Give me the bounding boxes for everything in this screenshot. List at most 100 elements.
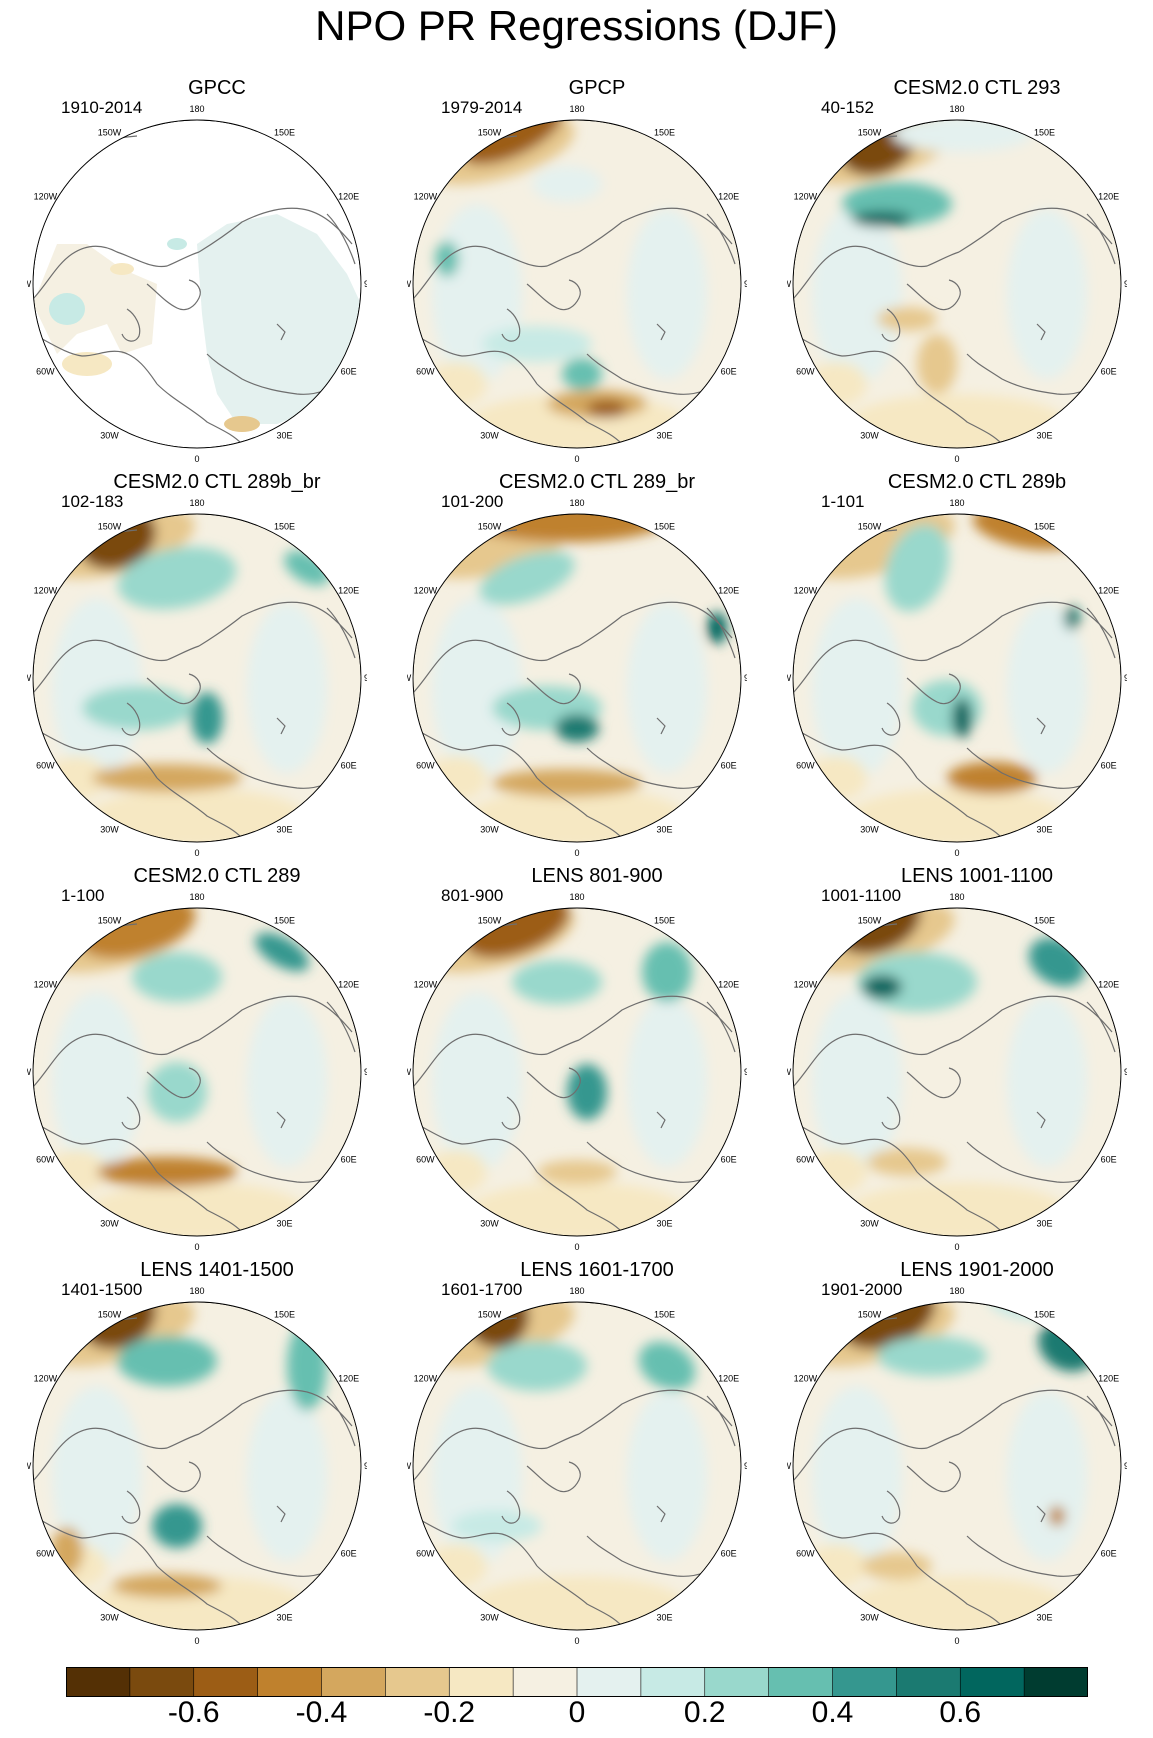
coastline (881, 308, 901, 342)
coastline (146, 673, 201, 705)
shading (62, 352, 112, 376)
shading (467, 1576, 687, 1630)
longitude-label: 180 (569, 892, 584, 902)
longitude-label: 30W (100, 431, 119, 441)
colorbar-label: 0.2 (683, 1696, 726, 1729)
longitude-label: 120W (34, 586, 58, 596)
coastline (526, 1461, 581, 1493)
shading (812, 204, 902, 384)
polar-map: 180 150E 120E 90E 60E 30E 0 30W 60W 90W 120W 150W (787, 498, 1127, 858)
shading (862, 1552, 932, 1580)
coastline (156, 383, 253, 448)
longitude-label: 120E (1098, 586, 1119, 596)
map-border (412, 1301, 742, 1631)
coastline (578, 1389, 733, 1435)
longitude-label: 90W (787, 1461, 792, 1471)
panel-title: GPCC (188, 77, 246, 99)
longitude-label: 60E (721, 367, 737, 377)
polar-map: 180 150E 120E 90E 60E 30E 0 30W 60W 90W 120W 150W (27, 1286, 367, 1646)
longitude-label: 60W (36, 761, 55, 771)
coastline (326, 213, 356, 265)
longitude-label: 150W (858, 915, 882, 925)
panel-title: CESM2.0 CTL 289_br (498, 471, 695, 493)
coastline (656, 1505, 666, 1523)
longitude-label: 30E (276, 825, 292, 835)
coastline (198, 207, 353, 253)
longitude-label: 180 (569, 104, 584, 114)
longitude-label: 90E (364, 279, 367, 289)
longitude-label: 0 (574, 1636, 579, 1646)
shading (52, 598, 142, 778)
longitude-label: 0 (954, 454, 959, 464)
shading (467, 1182, 687, 1236)
shading (467, 514, 667, 542)
coastline (276, 323, 286, 341)
shading (92, 764, 242, 792)
shading (627, 1391, 707, 1561)
shading (562, 358, 602, 390)
longitude-label: 90W (407, 279, 412, 289)
coastline (33, 727, 158, 779)
longitude-label: 60E (341, 367, 357, 377)
coastline (536, 383, 633, 448)
map-panel: LENS 1601-1700 180 150E 120E 90E 60E 30E 0 30W 60… (407, 1258, 787, 1648)
shading (512, 960, 602, 1004)
colorbar-swatch (129, 1667, 195, 1697)
longitude-label: 150W (478, 521, 502, 531)
shading (862, 975, 902, 999)
panel-title: CESM2.0 CTL 289b_br (113, 471, 321, 493)
colorbar-swatch (768, 1667, 834, 1697)
coastline (706, 607, 736, 659)
longitude-label: 90W (787, 673, 792, 683)
longitude-label: 120W (34, 1374, 58, 1384)
coastline (156, 1171, 253, 1236)
shading (847, 394, 1067, 448)
shading (947, 762, 1037, 794)
longitude-label: 90E (744, 1067, 747, 1077)
shading (537, 1160, 617, 1184)
longitude-label: 120W (414, 980, 438, 990)
polar-map: 180 150E 120E 90E 60E 30E 0 30W 60W 90W 120W 150W (407, 892, 747, 1252)
longitude-label: 150E (654, 1309, 675, 1319)
coastline (656, 323, 666, 341)
shading (847, 1576, 1067, 1630)
longitude-label: 120E (338, 980, 359, 990)
panel-title: LENS 1401-1500 (140, 1259, 294, 1281)
colorbar-swatch (193, 1667, 259, 1697)
panel-title: GPCP (568, 77, 626, 99)
longitude-label: 150W (98, 127, 122, 137)
longitude-label: 60E (341, 761, 357, 771)
longitude-label: 90E (744, 673, 747, 683)
longitude-label: 30E (656, 825, 672, 835)
longitude-label: 150W (478, 1309, 502, 1319)
polar-map: 180 150E 120E 90E 60E 30E 0 30W 60W 90W 120W 150W (407, 104, 747, 464)
longitude-label: 30W (100, 825, 119, 835)
map-panel: CESM2.0 CTL 293 180 150E 120E 90E 60E 30E 0 30W 6… (787, 76, 1153, 466)
longitude-label: 90W (27, 279, 32, 289)
longitude-label: 0 (194, 1636, 199, 1646)
longitude-label: 60W (416, 1549, 435, 1559)
map-border (792, 907, 1122, 1237)
longitude-label: 150W (98, 521, 122, 531)
shading (847, 788, 1067, 842)
coastline (793, 1033, 960, 1088)
longitude-label: 30E (1036, 1613, 1052, 1623)
coastline (1036, 323, 1046, 341)
longitude-label: 150E (1034, 521, 1055, 531)
longitude-label: 120W (34, 980, 58, 990)
coastline (146, 1067, 201, 1099)
colorbar-swatch (640, 1667, 706, 1697)
shading (492, 769, 642, 797)
longitude-label: 30E (1036, 431, 1052, 441)
shading (49, 293, 85, 325)
shading (1007, 1391, 1087, 1561)
coastline (656, 1111, 666, 1129)
longitude-label: 0 (194, 848, 199, 858)
shading (87, 1182, 307, 1236)
shading (432, 992, 522, 1172)
longitude-label: 90E (364, 1461, 367, 1471)
colorbar-label: -0.4 (295, 1696, 348, 1729)
coastline (958, 1389, 1113, 1435)
longitude-label: 180 (189, 1286, 204, 1296)
coastline (526, 1067, 581, 1099)
